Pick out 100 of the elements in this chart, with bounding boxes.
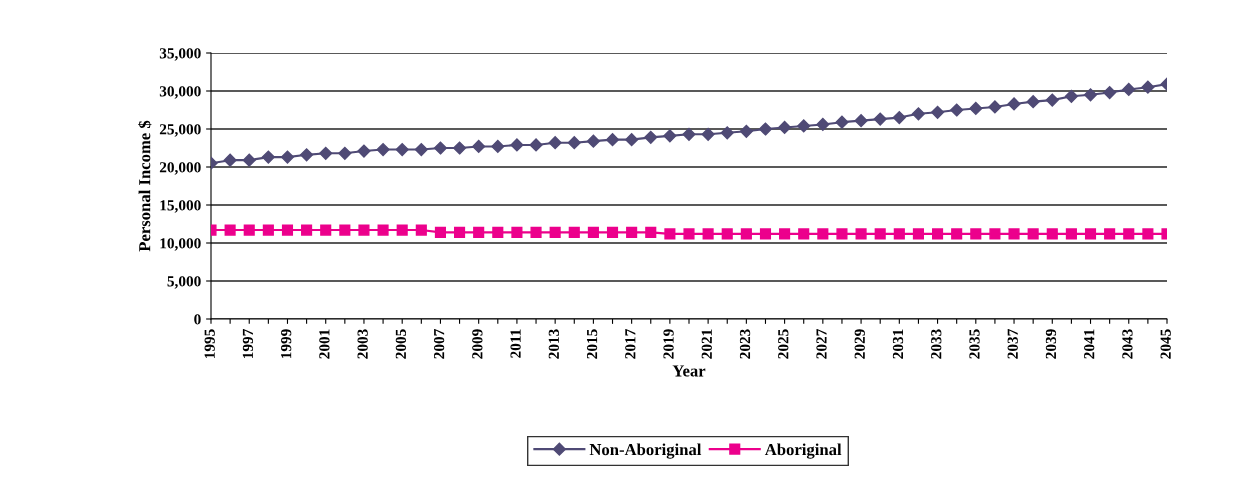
point (758, 122, 773, 136)
point (587, 226, 599, 238)
x-tick-label: 2029 (854, 329, 865, 359)
point (223, 153, 237, 167)
point (682, 127, 696, 141)
point (395, 142, 409, 157)
point (835, 115, 849, 129)
point (1141, 80, 1155, 94)
point (530, 226, 542, 238)
x-tick-label: 2007 (433, 329, 445, 359)
point (1083, 88, 1098, 102)
point (376, 142, 390, 157)
point (281, 224, 294, 236)
point (567, 136, 581, 150)
x-tick-label: 2025 (778, 329, 789, 359)
point (320, 224, 332, 236)
point (1103, 85, 1117, 100)
point (970, 228, 982, 240)
point (1007, 97, 1021, 111)
point (605, 133, 620, 147)
y-tick-label: 15,000 (160, 200, 201, 213)
y-tick-label: 10,000 (160, 238, 201, 251)
point (626, 226, 638, 238)
point (243, 224, 255, 236)
point (854, 114, 868, 128)
point (606, 226, 619, 238)
point (892, 111, 906, 125)
x-tick-label: 2037 (1007, 329, 1018, 359)
point (721, 228, 733, 240)
point (855, 228, 867, 240)
y-axis-title: Personal Income $ (138, 120, 152, 252)
x-tick-label: 2015 (586, 329, 598, 359)
point (529, 138, 543, 152)
point (339, 224, 351, 236)
x-tick-label: 2011 (510, 329, 521, 358)
x-tick-label: 2003 (357, 329, 368, 359)
point (893, 228, 905, 240)
x-tick-label: 2043 (1122, 329, 1133, 359)
x-tick-label: 1997 (242, 329, 254, 359)
point (1027, 228, 1039, 240)
point (549, 226, 561, 238)
y-tick-label: 30,000 (159, 86, 201, 99)
point (510, 138, 524, 152)
point (472, 139, 486, 154)
point (1142, 228, 1154, 240)
x-tick-label: 2023 (739, 329, 751, 359)
y-tick-label: 5,000 (167, 276, 201, 289)
point (586, 134, 600, 148)
x-tick-label: 2017 (625, 329, 636, 359)
point (1123, 228, 1135, 240)
x-tick-label: 2009 (472, 329, 483, 359)
x-tick-label: 2039 (1045, 329, 1057, 359)
point (1065, 228, 1077, 240)
point (873, 112, 887, 126)
point (242, 153, 256, 167)
x-tick-label: 2027 (816, 329, 827, 359)
point (1104, 228, 1116, 240)
y-tick-label: 20,000 (159, 162, 201, 175)
point (683, 228, 695, 240)
point (759, 228, 772, 240)
point (491, 139, 505, 154)
point (702, 228, 714, 240)
x-tick-label: 2035 (969, 329, 980, 359)
point (224, 224, 236, 236)
x-tick-label: 1999 (281, 329, 292, 359)
point (473, 226, 485, 238)
point (357, 144, 371, 158)
y-tick-label: 25,000 (159, 124, 201, 137)
x-tick-label: 2045 (1160, 329, 1171, 359)
point (740, 228, 752, 240)
point (548, 136, 562, 150)
point (319, 146, 333, 160)
x-tick-label: 2013 (548, 329, 559, 359)
x-tick-label: 2001 (319, 329, 330, 359)
point (568, 226, 580, 238)
point (1008, 228, 1020, 240)
point (645, 226, 657, 238)
point (1046, 228, 1058, 240)
point (1026, 95, 1040, 109)
point (1122, 82, 1136, 97)
point (836, 228, 848, 240)
point (701, 127, 715, 141)
legend-label: Non-Aboriginal (589, 443, 702, 459)
point (280, 150, 295, 164)
point (989, 228, 1001, 240)
point (414, 142, 428, 157)
x-tick-label: 2019 (663, 329, 674, 359)
x-tick-label: 2005 (395, 329, 407, 359)
point (1045, 93, 1059, 107)
point (338, 146, 352, 160)
point (912, 228, 924, 240)
y-tick-label: 35,000 (159, 48, 201, 61)
point (874, 228, 886, 240)
point (988, 100, 1002, 114)
point (434, 226, 446, 238)
point (664, 228, 676, 240)
point (433, 141, 448, 155)
point (779, 228, 791, 240)
point (396, 224, 408, 236)
point (415, 224, 427, 236)
